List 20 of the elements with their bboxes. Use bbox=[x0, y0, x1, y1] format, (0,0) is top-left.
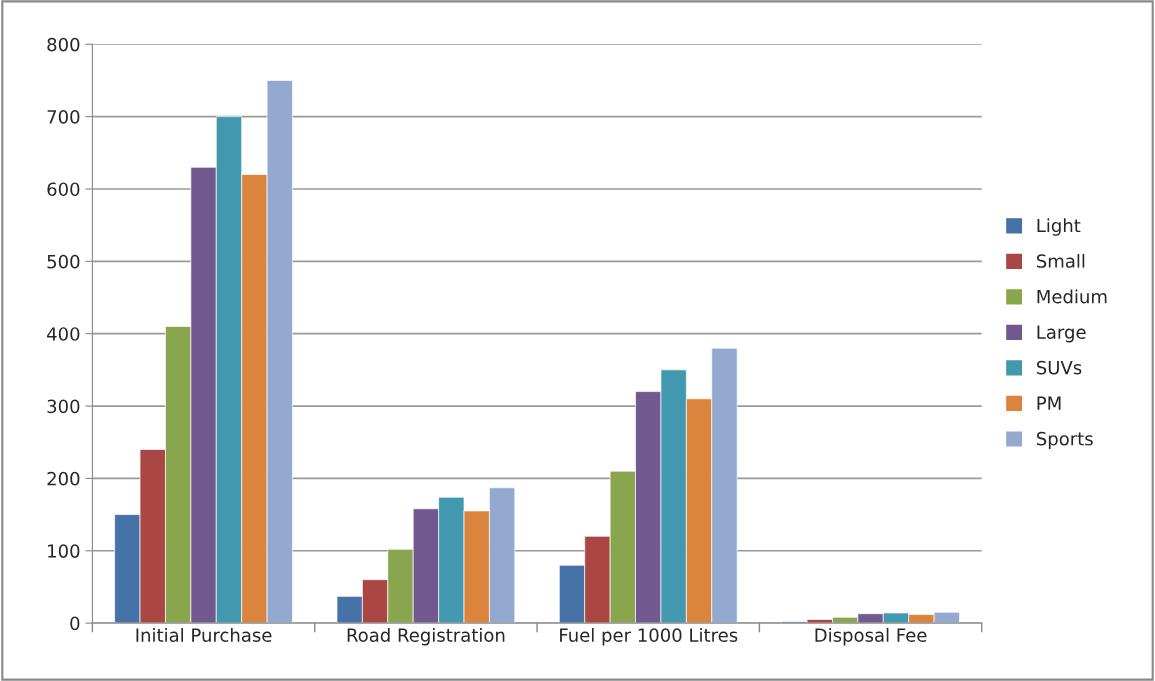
legend-label: Medium bbox=[1037, 289, 1107, 304]
y-tick-label: 0 bbox=[70, 616, 80, 631]
x-tick-label: Initial Purchase bbox=[136, 627, 272, 642]
y-tick-label: 100 bbox=[48, 544, 80, 558]
y-tick-label: 500 bbox=[47, 254, 80, 269]
y-tick-label: 200 bbox=[47, 471, 80, 486]
y-tick-label: 800 bbox=[47, 37, 80, 52]
y-tick-label: 400 bbox=[47, 327, 80, 341]
legend-label: Light bbox=[1037, 218, 1081, 236]
y-tick-label: 700 bbox=[47, 110, 80, 124]
legend-label: SUVs bbox=[1036, 360, 1082, 375]
legend-label: Sports bbox=[1036, 431, 1093, 450]
legend-label: PM bbox=[1037, 396, 1061, 410]
x-tick-label: Road Registration bbox=[347, 627, 505, 646]
y-tick-label: 300 bbox=[47, 399, 80, 414]
x-tick-label: Fuel per 1000 Litres bbox=[560, 627, 738, 646]
x-tick-label: Disposal Fee bbox=[815, 627, 927, 646]
legend-label: Small bbox=[1036, 253, 1085, 268]
y-tick-label: 600 bbox=[47, 182, 80, 197]
legend-label: Large bbox=[1037, 325, 1086, 343]
